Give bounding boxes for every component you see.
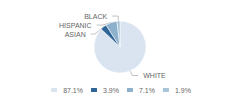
svg-text:3.9%: 3.9%: [103, 87, 119, 94]
svg-text:WHITE: WHITE: [143, 72, 166, 79]
svg-text:ASIAN: ASIAN: [65, 31, 86, 38]
svg-text:1.9%: 1.9%: [175, 87, 191, 94]
svg-text:87.1%: 87.1%: [63, 87, 83, 94]
svg-text:HISPANIC: HISPANIC: [59, 22, 92, 29]
svg-text:7.1%: 7.1%: [139, 87, 155, 94]
svg-text:BLACK: BLACK: [84, 13, 107, 20]
